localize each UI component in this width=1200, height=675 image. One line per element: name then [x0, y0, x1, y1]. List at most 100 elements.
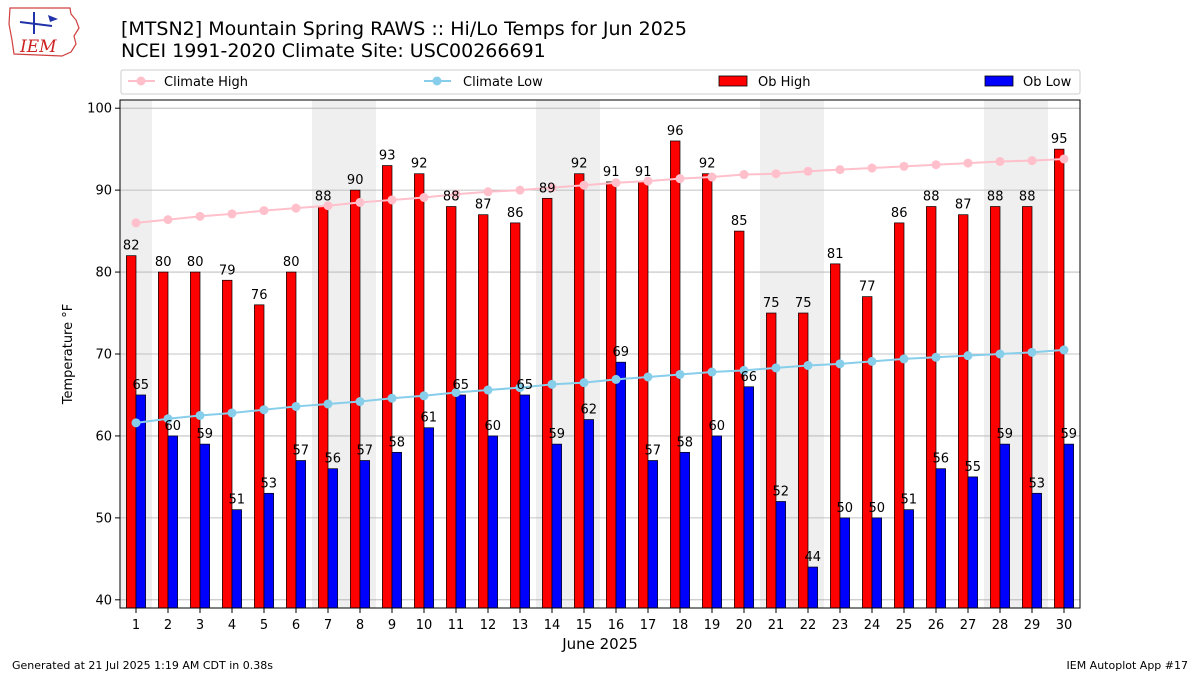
ob-low-bar [1031, 492, 1042, 609]
ob-high-bar [894, 222, 905, 609]
climate-high-point [835, 165, 845, 175]
y-tick-label: 90 [95, 184, 112, 199]
ob-low-value-label: 56 [933, 452, 950, 467]
ob-high-value-label: 80 [155, 255, 172, 270]
ob-low-bar [327, 468, 338, 609]
ob-low-bar [647, 460, 658, 609]
ob-low-value-label: 57 [357, 444, 374, 459]
ob-low-value-label: 44 [805, 550, 822, 565]
ob-high-value-label: 87 [475, 198, 492, 213]
y-tick-label: 40 [95, 593, 112, 608]
ob-high-value-label: 76 [251, 288, 268, 303]
ob-low-value-label: 69 [613, 345, 630, 360]
ob-low-bar [935, 468, 946, 609]
climate-high-point [131, 218, 141, 228]
ob-low-value-label: 59 [997, 427, 1014, 442]
ob-high-bar [574, 173, 585, 609]
ob-high-bar [702, 173, 713, 609]
climate-low-point [995, 349, 1005, 359]
climate-low-line [135, 348, 1065, 424]
ob-high-bar [510, 222, 521, 609]
ob-high-bar [830, 263, 841, 609]
ob-high-value-label: 92 [571, 157, 588, 172]
x-tick-label: 27 [960, 618, 977, 633]
x-tick-label: 1 [132, 618, 140, 633]
climate-low-point [547, 379, 557, 389]
x-tick-label: 18 [672, 618, 689, 633]
climate-low-point [739, 365, 749, 375]
x-tick-label: 20 [736, 618, 753, 633]
ob-high-bar [638, 181, 649, 609]
ob-low-value-label: 53 [261, 476, 278, 491]
ob-high-bar [1054, 148, 1065, 609]
climate-high-point [675, 174, 685, 184]
ob-high-bar [446, 206, 457, 609]
ob-low-value-label: 57 [645, 444, 662, 459]
y-axis: 40 50 60 70 80 90 100 [87, 102, 120, 608]
ob-high-value-label: 88 [315, 190, 332, 205]
ob-high-value-label: 75 [795, 296, 812, 311]
x-axis-label: June 2025 [561, 635, 638, 653]
ob-low-bar [519, 394, 530, 609]
ob-high-value-label: 91 [635, 165, 652, 180]
ob-high-value-label: 89 [539, 181, 556, 196]
ob-low-bar [615, 361, 626, 609]
x-tick-label: 7 [324, 618, 332, 633]
ob-low-value-label: 61 [421, 411, 438, 426]
x-tick-label: 2 [164, 618, 172, 633]
ob-low-value-label: 65 [453, 378, 470, 393]
value-labels: 82 80 80 79 76 80 88 90 93 92 88 87 86 89 92 91 91 96 92 85… [123, 124, 1077, 565]
legend-ob-low: Ob Low [984, 75, 1072, 90]
climate-low-point [643, 372, 653, 382]
climate-low-point [803, 360, 813, 370]
x-tick-label: 30 [1056, 618, 1073, 633]
y-tick-label: 50 [95, 511, 112, 526]
climate-high-point [867, 163, 877, 173]
ob-low-value-label: 51 [901, 493, 918, 508]
ob-low-value-label: 66 [741, 370, 758, 385]
chart-title: [MTSN2] Mountain Spring RAWS :: Hi/Lo Te… [121, 18, 687, 40]
ob-high-value-label: 82 [123, 239, 140, 254]
ob-low-bar [839, 517, 850, 609]
climate-high-line [135, 157, 1065, 224]
ob-high-bar [734, 230, 745, 609]
x-tick-label: 11 [448, 618, 465, 633]
ob-high-bar [158, 271, 169, 609]
climate-low-point [579, 378, 589, 388]
ob-low-bar [967, 476, 978, 609]
climate-low-point [387, 393, 397, 403]
ob-high-bar [606, 181, 617, 609]
ob-high-value-label: 86 [891, 206, 908, 221]
x-tick-label: 23 [832, 618, 849, 633]
climate-high-point [195, 211, 205, 221]
ob-high-bar [222, 279, 233, 609]
climate-lines [131, 154, 1069, 428]
ob-low-bar [167, 435, 178, 609]
climate-low-point [867, 356, 877, 366]
x-tick-label: 4 [228, 618, 236, 633]
climate-high-point [291, 203, 301, 213]
iem-logo: IEM [8, 7, 80, 57]
ob-high-bar [990, 206, 1001, 609]
climate-high-point [579, 180, 589, 190]
ob-low-value-label: 60 [485, 419, 502, 434]
ob-high-value-label: 95 [1051, 132, 1068, 147]
climate-high-point [355, 197, 365, 207]
ob-low-value-label: 50 [869, 501, 886, 516]
legend-frame [120, 69, 1081, 95]
climate-high-point [643, 176, 653, 186]
climate-low-point [611, 374, 621, 384]
legend-ob-high-label: Ob High [758, 75, 811, 90]
ob-low-bar [743, 386, 754, 609]
x-tick-label: 8 [356, 618, 364, 633]
ob-high-value-label: 93 [379, 149, 396, 164]
logo-text: IEM [19, 37, 57, 57]
x-tick-label: 6 [292, 618, 300, 633]
climate-low-point [163, 414, 173, 424]
climate-low-point [1027, 347, 1037, 357]
ob-low-value-label: 56 [325, 452, 342, 467]
legend: Climate High Climate Low Ob High Ob Low [120, 69, 1081, 95]
ob-low-bar [871, 517, 882, 609]
x-tick-label: 17 [640, 618, 657, 633]
x-tick-label: 13 [512, 618, 529, 633]
